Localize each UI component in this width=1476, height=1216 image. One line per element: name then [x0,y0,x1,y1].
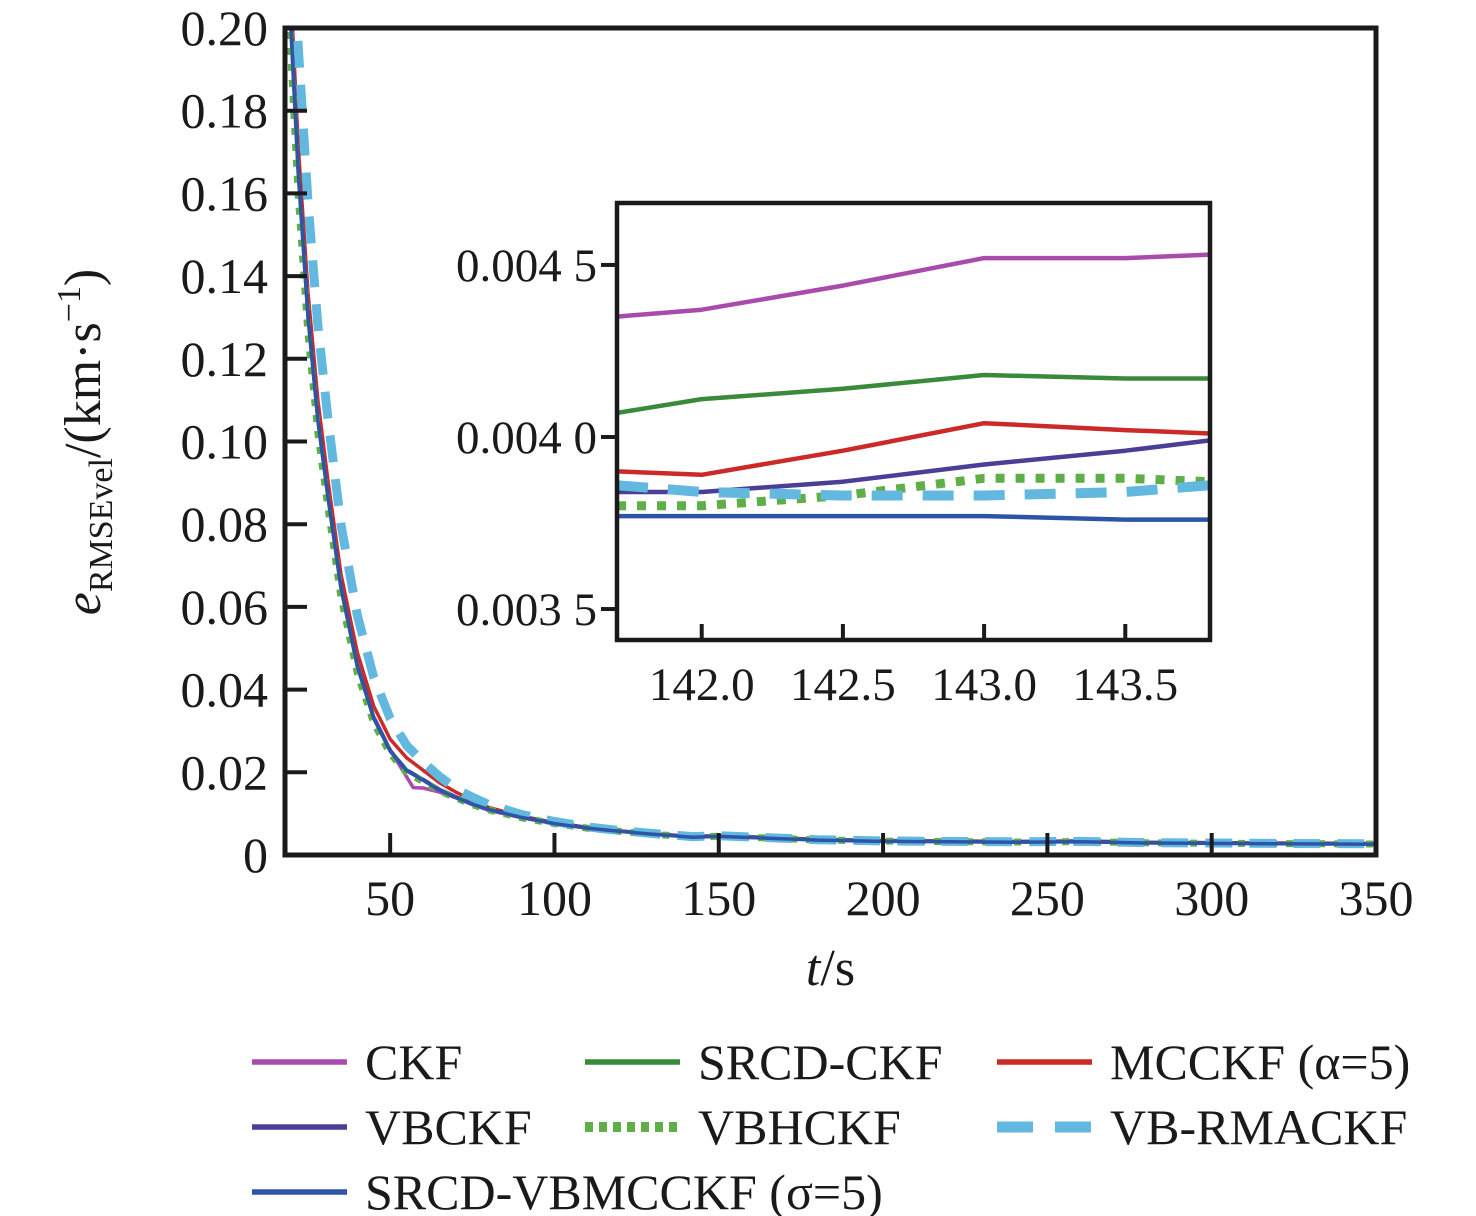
legend: CKF SRCD-CKF MCCKF (α=5) VBCKF VBHCKF VB-RMAC… [252,1034,1410,1216]
legend-label: SRCD-VBMCCKF (σ=5) [365,1164,883,1216]
inset-plot: 142.0 142.5 143.0 143.5 0.003 5 0.004 0 0.004 … [456,200,1213,711]
inset-y-tick-label: 0.003 5 [456,584,597,636]
y-axis-tick-label: 0.16 [181,165,269,221]
inset-series-line-CKF [617,252,1210,319]
inset-y-tick-label: 0.004 5 [456,240,597,292]
y-axis-tick-label: 0.04 [181,662,269,718]
x-axis-title: t/s [806,940,855,997]
y-axis-tick-label: 0.02 [181,744,269,800]
x-axis-tick-label: 150 [681,870,756,926]
legend-item-VBCKF: VBCKF [252,1099,532,1155]
legend-item-MCCKF5: MCCKF (α=5) [997,1034,1410,1090]
inset-x-tick-label: 143.5 [1072,659,1178,711]
y-axis-tick-label: 0.10 [181,414,269,470]
y-axis-tick-label: 0.14 [181,248,269,304]
y-axis-tick-label: 0.20 [181,0,269,56]
legend-item-VBHCKF: VBHCKF [585,1099,901,1155]
y-axis-tick-label: 0.18 [181,83,269,139]
legend-label: VB-RMACKF [1110,1099,1407,1155]
x-axis-tick-label: 250 [1010,870,1085,926]
main-series-group [286,28,1376,849]
series-line-SRCD-VBMCCKF [289,28,1376,846]
inset-y-tick-label: 0.004 0 [456,412,597,464]
inset-background [617,203,1210,640]
inset-frame [614,200,1213,643]
y-axis-tick-label: 0.08 [181,496,269,552]
inset-series-line-SRCD-VBMCCKF [617,513,1210,522]
y-axis-title: eRMSEvel/(km·s−1) [51,269,120,616]
inset-series-line-VB-RMACKF [617,480,1210,501]
legend-label: VBHCKF [698,1099,901,1155]
x-axis-tick-label: 300 [1174,870,1249,926]
y-axis-tick-label: 0 [243,827,268,883]
x-axis-tick-label: 100 [517,870,592,926]
x-axis-tick-label: 200 [846,870,921,926]
inset-x-tick-label: 142.5 [790,659,896,711]
inset-series-group [617,252,1210,522]
inset-x-tick-label: 142.0 [649,659,755,711]
inset-x-tick-label: 143.0 [931,659,1037,711]
legend-item-VB-RMACKF: VB-RMACKF [997,1099,1407,1155]
x-axis-tick-label: 350 [1339,870,1414,926]
inset-series-line-SRCD-CKF [617,372,1210,416]
x-axis-tick-label: 50 [365,870,415,926]
inset-series-line-VBHCKF [617,473,1210,511]
legend-item-CKF: CKF [252,1034,462,1090]
legend-label: CKF [365,1034,462,1090]
main-plot: 50 100 150 200 250 300 350 0 0.02 0.04 0.06 0.08 0.1… [51,0,1414,997]
legend-item-SRCD-VBMCCKF5: SRCD-VBMCCKF (σ=5) [252,1164,883,1216]
inset-series-line-MCCKF [617,420,1210,478]
legend-label: MCCKF (α=5) [1110,1034,1410,1090]
y-axis-tick-label: 0.12 [181,331,269,387]
y-axis-tick-label: 0.06 [181,579,269,635]
legend-label: VBCKF [365,1099,532,1155]
legend-item-SRCD-CKF: SRCD-CKF [585,1034,943,1090]
legend-label: SRCD-CKF [698,1034,943,1090]
